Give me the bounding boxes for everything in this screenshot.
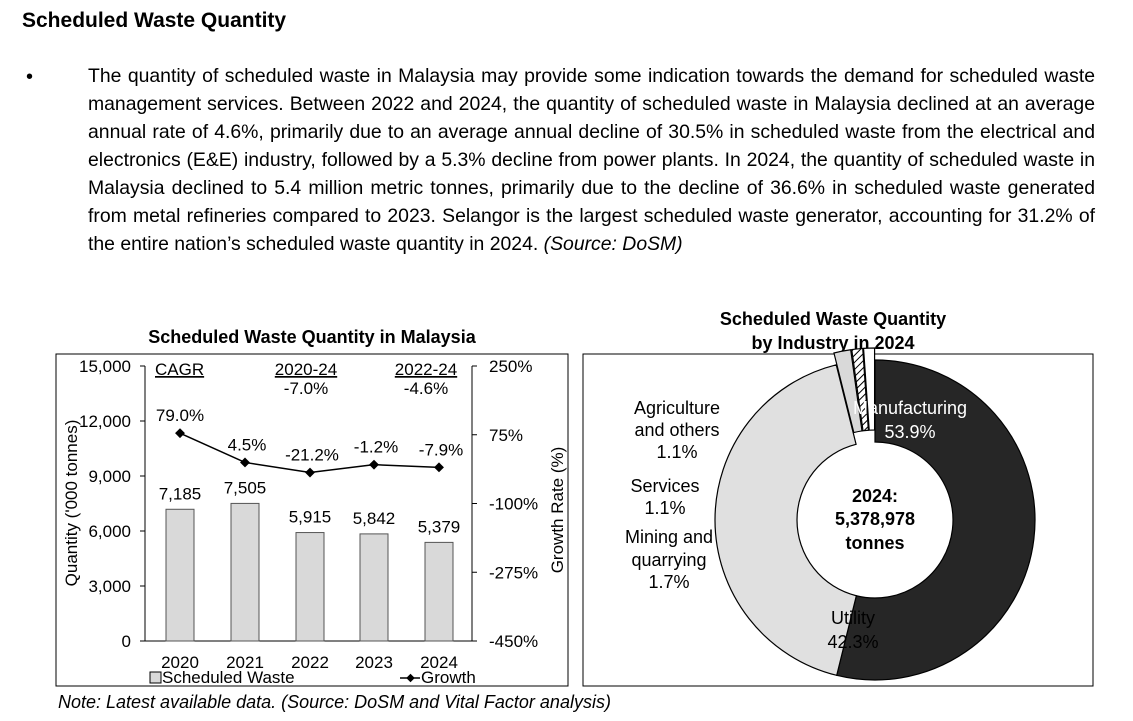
cagr-period2-value: -4.6% bbox=[404, 379, 448, 398]
growth-value-label: 79.0% bbox=[156, 406, 204, 425]
chart-note: Note: Latest available data. (Source: Do… bbox=[58, 692, 611, 712]
growth-value-label: -7.9% bbox=[419, 440, 463, 459]
slice-label-agriculture-pct: 1.1% bbox=[656, 442, 697, 462]
bar bbox=[424, 541, 454, 642]
growth-marker bbox=[305, 467, 315, 478]
y2-tick-label: -450% bbox=[489, 632, 538, 651]
slice-label-mining-line2: quarrying bbox=[631, 550, 706, 570]
growth-marker bbox=[434, 462, 444, 473]
slice-label-manufacturing-name: Manufacturing bbox=[853, 398, 967, 418]
bar-value-label: 5,842 bbox=[353, 509, 396, 528]
growth-value-label: -21.2% bbox=[285, 446, 339, 465]
bar bbox=[230, 502, 260, 642]
slice-label-services-name: Services bbox=[630, 476, 699, 496]
slice-label-utility-name: Utility bbox=[831, 608, 875, 628]
y-axis-label: Quantity ('000 tonnes) bbox=[62, 420, 81, 587]
x-tick-label: 2023 bbox=[355, 653, 393, 672]
bar-value-label: 5,915 bbox=[289, 508, 332, 527]
donut-slice bbox=[851, 347, 870, 432]
donut-slice bbox=[862, 347, 876, 431]
slice-label-mining-line1: Mining and bbox=[625, 527, 713, 547]
cagr-label: CAGR bbox=[155, 360, 204, 379]
x-tick-label: 2022 bbox=[291, 653, 329, 672]
cagr-period1-label: 2020-24 bbox=[275, 360, 337, 379]
bar-chart-title: Scheduled Waste Quantity in Malaysia bbox=[148, 327, 476, 347]
legend-label-scheduled-waste: Scheduled Waste bbox=[162, 668, 295, 687]
growth-value-label: 4.5% bbox=[228, 435, 267, 454]
y-tick-label: 3,000 bbox=[88, 577, 131, 596]
y2-tick-label: -100% bbox=[489, 495, 538, 514]
paragraph-text: The quantity of scheduled waste in Malay… bbox=[88, 65, 1095, 255]
bar bbox=[359, 533, 389, 642]
bar-value-label: 7,505 bbox=[224, 478, 267, 497]
bar bbox=[165, 508, 195, 642]
slice-label-utility-pct: 42.3% bbox=[827, 632, 878, 652]
growth-marker bbox=[369, 459, 379, 470]
body-paragraph: The quantity of scheduled waste in Malay… bbox=[88, 62, 1095, 258]
y-tick-label: 15,000 bbox=[79, 357, 131, 376]
y-tick-label: 12,000 bbox=[79, 412, 131, 431]
bar-chart-frame bbox=[55, 353, 569, 687]
donut-center-line3: tonnes bbox=[845, 533, 904, 553]
bar-value-label: 5,379 bbox=[418, 517, 461, 536]
donut-slice bbox=[835, 359, 1036, 681]
slice-label-agriculture-line1: Agriculture bbox=[634, 398, 720, 418]
growth-value-label: -1.2% bbox=[354, 438, 398, 457]
donut-title-line1: Scheduled Waste Quantity bbox=[720, 309, 946, 329]
y-tick-label: 9,000 bbox=[88, 467, 131, 486]
donut-slice bbox=[714, 364, 858, 677]
growth-marker bbox=[175, 428, 185, 439]
legend-swatch-scheduled-waste bbox=[149, 671, 162, 684]
y2-tick-label: 250% bbox=[489, 357, 532, 376]
slice-label-mining-pct: 1.7% bbox=[648, 572, 689, 592]
y2-tick-label: -275% bbox=[489, 563, 538, 582]
growth-marker bbox=[240, 457, 250, 468]
cagr-period1-value: -7.0% bbox=[284, 379, 328, 398]
cagr-period2-label: 2022-24 bbox=[395, 360, 457, 379]
section-heading: Scheduled Waste Quantity bbox=[22, 9, 287, 32]
donut-title-line2: by Industry in 2024 bbox=[751, 333, 914, 353]
x-tick-label: 2020 bbox=[161, 653, 199, 672]
y2-axis-label: Growth Rate (%) bbox=[548, 447, 567, 574]
slice-label-agriculture-line2: and others bbox=[634, 420, 719, 440]
legend-marker-growth bbox=[406, 673, 415, 683]
x-tick-label: 2024 bbox=[420, 653, 458, 672]
donut-center-line2: 5,378,978 bbox=[835, 509, 915, 529]
slice-label-services-pct: 1.1% bbox=[644, 498, 685, 518]
donut-slice bbox=[833, 349, 863, 434]
slice-label-manufacturing-pct: 53.9% bbox=[884, 422, 935, 442]
bullet-marker: • bbox=[26, 66, 34, 88]
donut-center-line1: 2024: bbox=[852, 486, 898, 506]
legend-label-growth: Growth bbox=[421, 668, 476, 687]
bar-value-label: 7,185 bbox=[159, 484, 202, 503]
bar bbox=[295, 532, 325, 642]
y-tick-label: 0 bbox=[122, 632, 131, 651]
y2-tick-label: 75% bbox=[489, 426, 523, 445]
y-tick-label: 6,000 bbox=[88, 522, 131, 541]
paragraph-source: (Source: DoSM) bbox=[543, 233, 683, 255]
x-tick-label: 2021 bbox=[226, 653, 264, 672]
